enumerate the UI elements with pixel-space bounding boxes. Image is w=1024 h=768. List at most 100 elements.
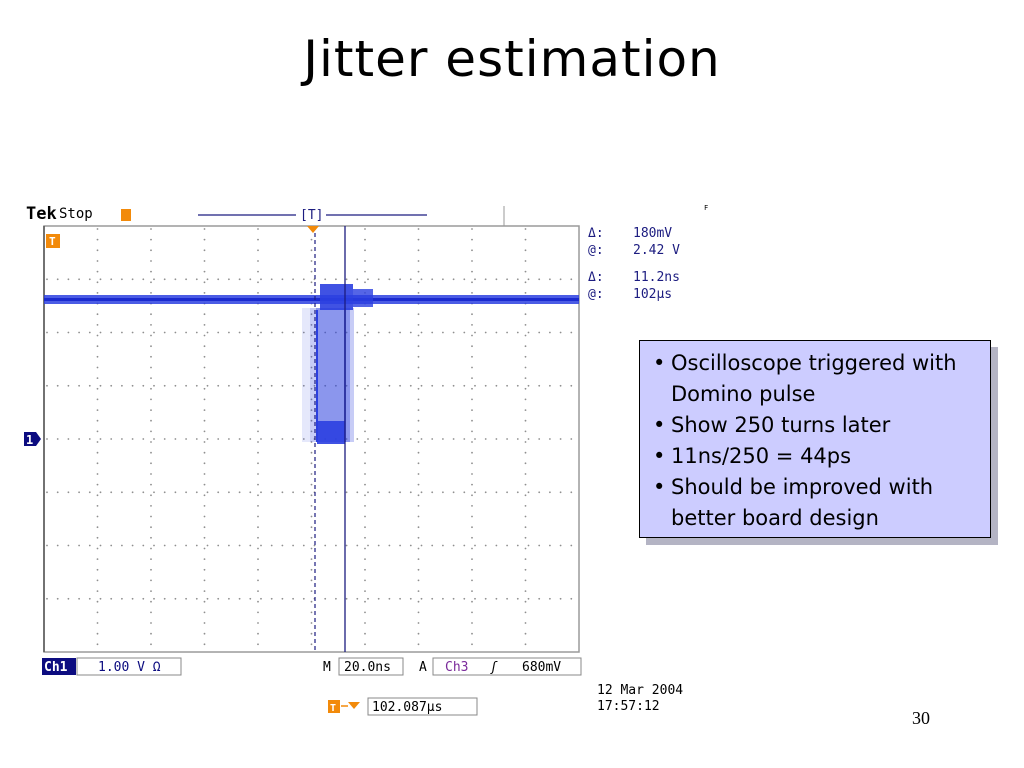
svg-text:Δ:: Δ: — [588, 270, 604, 285]
graticule-dot — [78, 491, 80, 494]
graticule-dot — [203, 409, 206, 411]
graticule-dot — [78, 331, 80, 334]
graticule-dot — [417, 292, 420, 294]
graticule-dot — [174, 384, 177, 387]
graticule-dot — [471, 632, 473, 635]
graticule-dot — [506, 438, 508, 440]
graticule-dot — [96, 228, 99, 230]
graticule-dot — [364, 505, 366, 507]
graticule-dot — [471, 387, 473, 390]
graticule-dot — [96, 419, 99, 422]
graticule-dot — [345, 384, 348, 387]
graticule-dot — [121, 438, 123, 440]
graticule-dot — [442, 384, 444, 387]
graticule-dot — [96, 441, 99, 443]
graticule-dot — [452, 278, 455, 281]
graticule-dot — [484, 331, 487, 334]
graticule-dot — [463, 384, 466, 387]
graticule-dot — [150, 260, 152, 262]
graticule-dot — [417, 622, 420, 624]
graticule-dot — [96, 249, 99, 252]
graticule-dot — [570, 438, 573, 440]
graticule-dot — [471, 579, 473, 582]
graticule-dot — [281, 597, 284, 600]
graticule-dot — [99, 331, 102, 334]
graticule-dot — [257, 632, 259, 635]
graticule-dot — [364, 632, 366, 635]
graticule-dot — [324, 491, 327, 494]
graticule-dot — [257, 600, 259, 603]
graticule-dot — [96, 324, 99, 326]
graticule-dot — [417, 451, 420, 454]
graticule-dot — [471, 483, 473, 486]
trigger-level: 680mV — [522, 660, 561, 675]
graticule-dot — [313, 384, 316, 387]
graticule-dot — [110, 438, 113, 440]
graticule-dot — [310, 622, 313, 624]
graticule-dot — [471, 238, 473, 241]
graticule-dot — [364, 345, 366, 348]
graticule-dot — [471, 441, 473, 443]
graticule-dot — [463, 278, 466, 281]
graticule-dot — [206, 331, 209, 334]
graticule-dot — [484, 544, 487, 547]
graticule-dot — [131, 544, 134, 547]
graticule-dot — [110, 278, 113, 281]
graticule-dot — [524, 238, 527, 241]
graticule-dot — [249, 278, 252, 281]
graticule-dot — [96, 260, 99, 262]
graticule-dot — [150, 505, 152, 507]
graticule-dot — [238, 438, 241, 440]
graticule-dot — [238, 544, 241, 547]
graticule-dot — [409, 544, 412, 547]
graticule-dot — [409, 278, 412, 281]
graticule-dot — [292, 331, 294, 334]
graticule-dot — [257, 249, 259, 252]
graticule-dot — [203, 483, 206, 486]
graticule-dot — [150, 622, 152, 624]
graticule-dot — [249, 544, 252, 547]
graticule-dot — [67, 331, 70, 334]
graticule-dot — [364, 462, 366, 465]
graticule-dot — [257, 313, 259, 316]
graticule-dot — [270, 384, 273, 387]
graticule-dot — [195, 278, 198, 281]
graticule-dot — [96, 377, 99, 379]
graticule-dot — [417, 632, 420, 635]
graticule-dot — [409, 438, 412, 440]
graticule-dot — [257, 334, 259, 337]
graticule-dot — [538, 544, 541, 547]
graticule-dot — [420, 597, 423, 600]
graticule-dot — [388, 544, 391, 547]
graticule-dot — [495, 278, 498, 281]
graticule-dot — [203, 398, 206, 401]
graticule-dot — [174, 278, 177, 281]
graticule-dot — [257, 377, 259, 379]
graticule-dot — [417, 515, 420, 518]
graticule-dot — [471, 419, 473, 422]
graticule-dot — [388, 491, 391, 494]
graticule-dot — [99, 278, 102, 281]
graticule-dot — [88, 384, 91, 387]
graticule-dot — [356, 278, 359, 281]
graticule-dot — [335, 278, 337, 281]
graticule-dot — [150, 398, 152, 401]
timebase-prefix: M — [323, 660, 331, 675]
graticule-dot — [96, 313, 99, 316]
graticule-dot — [257, 366, 259, 369]
graticule-dot — [364, 366, 366, 369]
graticule-dot — [257, 473, 259, 475]
graticule-dot — [417, 590, 420, 592]
graticule-dot — [96, 611, 99, 614]
graticule-dot — [150, 419, 152, 422]
graticule-dot — [150, 238, 152, 241]
graticule-dot — [516, 331, 519, 334]
graticule-dot — [195, 438, 198, 440]
graticule-dot — [388, 438, 391, 440]
graticule-dot — [257, 579, 259, 582]
graticule-dot — [364, 430, 366, 433]
graticule-dot — [96, 536, 99, 539]
graticule-dot — [96, 281, 99, 284]
graticule-dot — [302, 491, 305, 494]
graticule-dot — [377, 544, 380, 547]
